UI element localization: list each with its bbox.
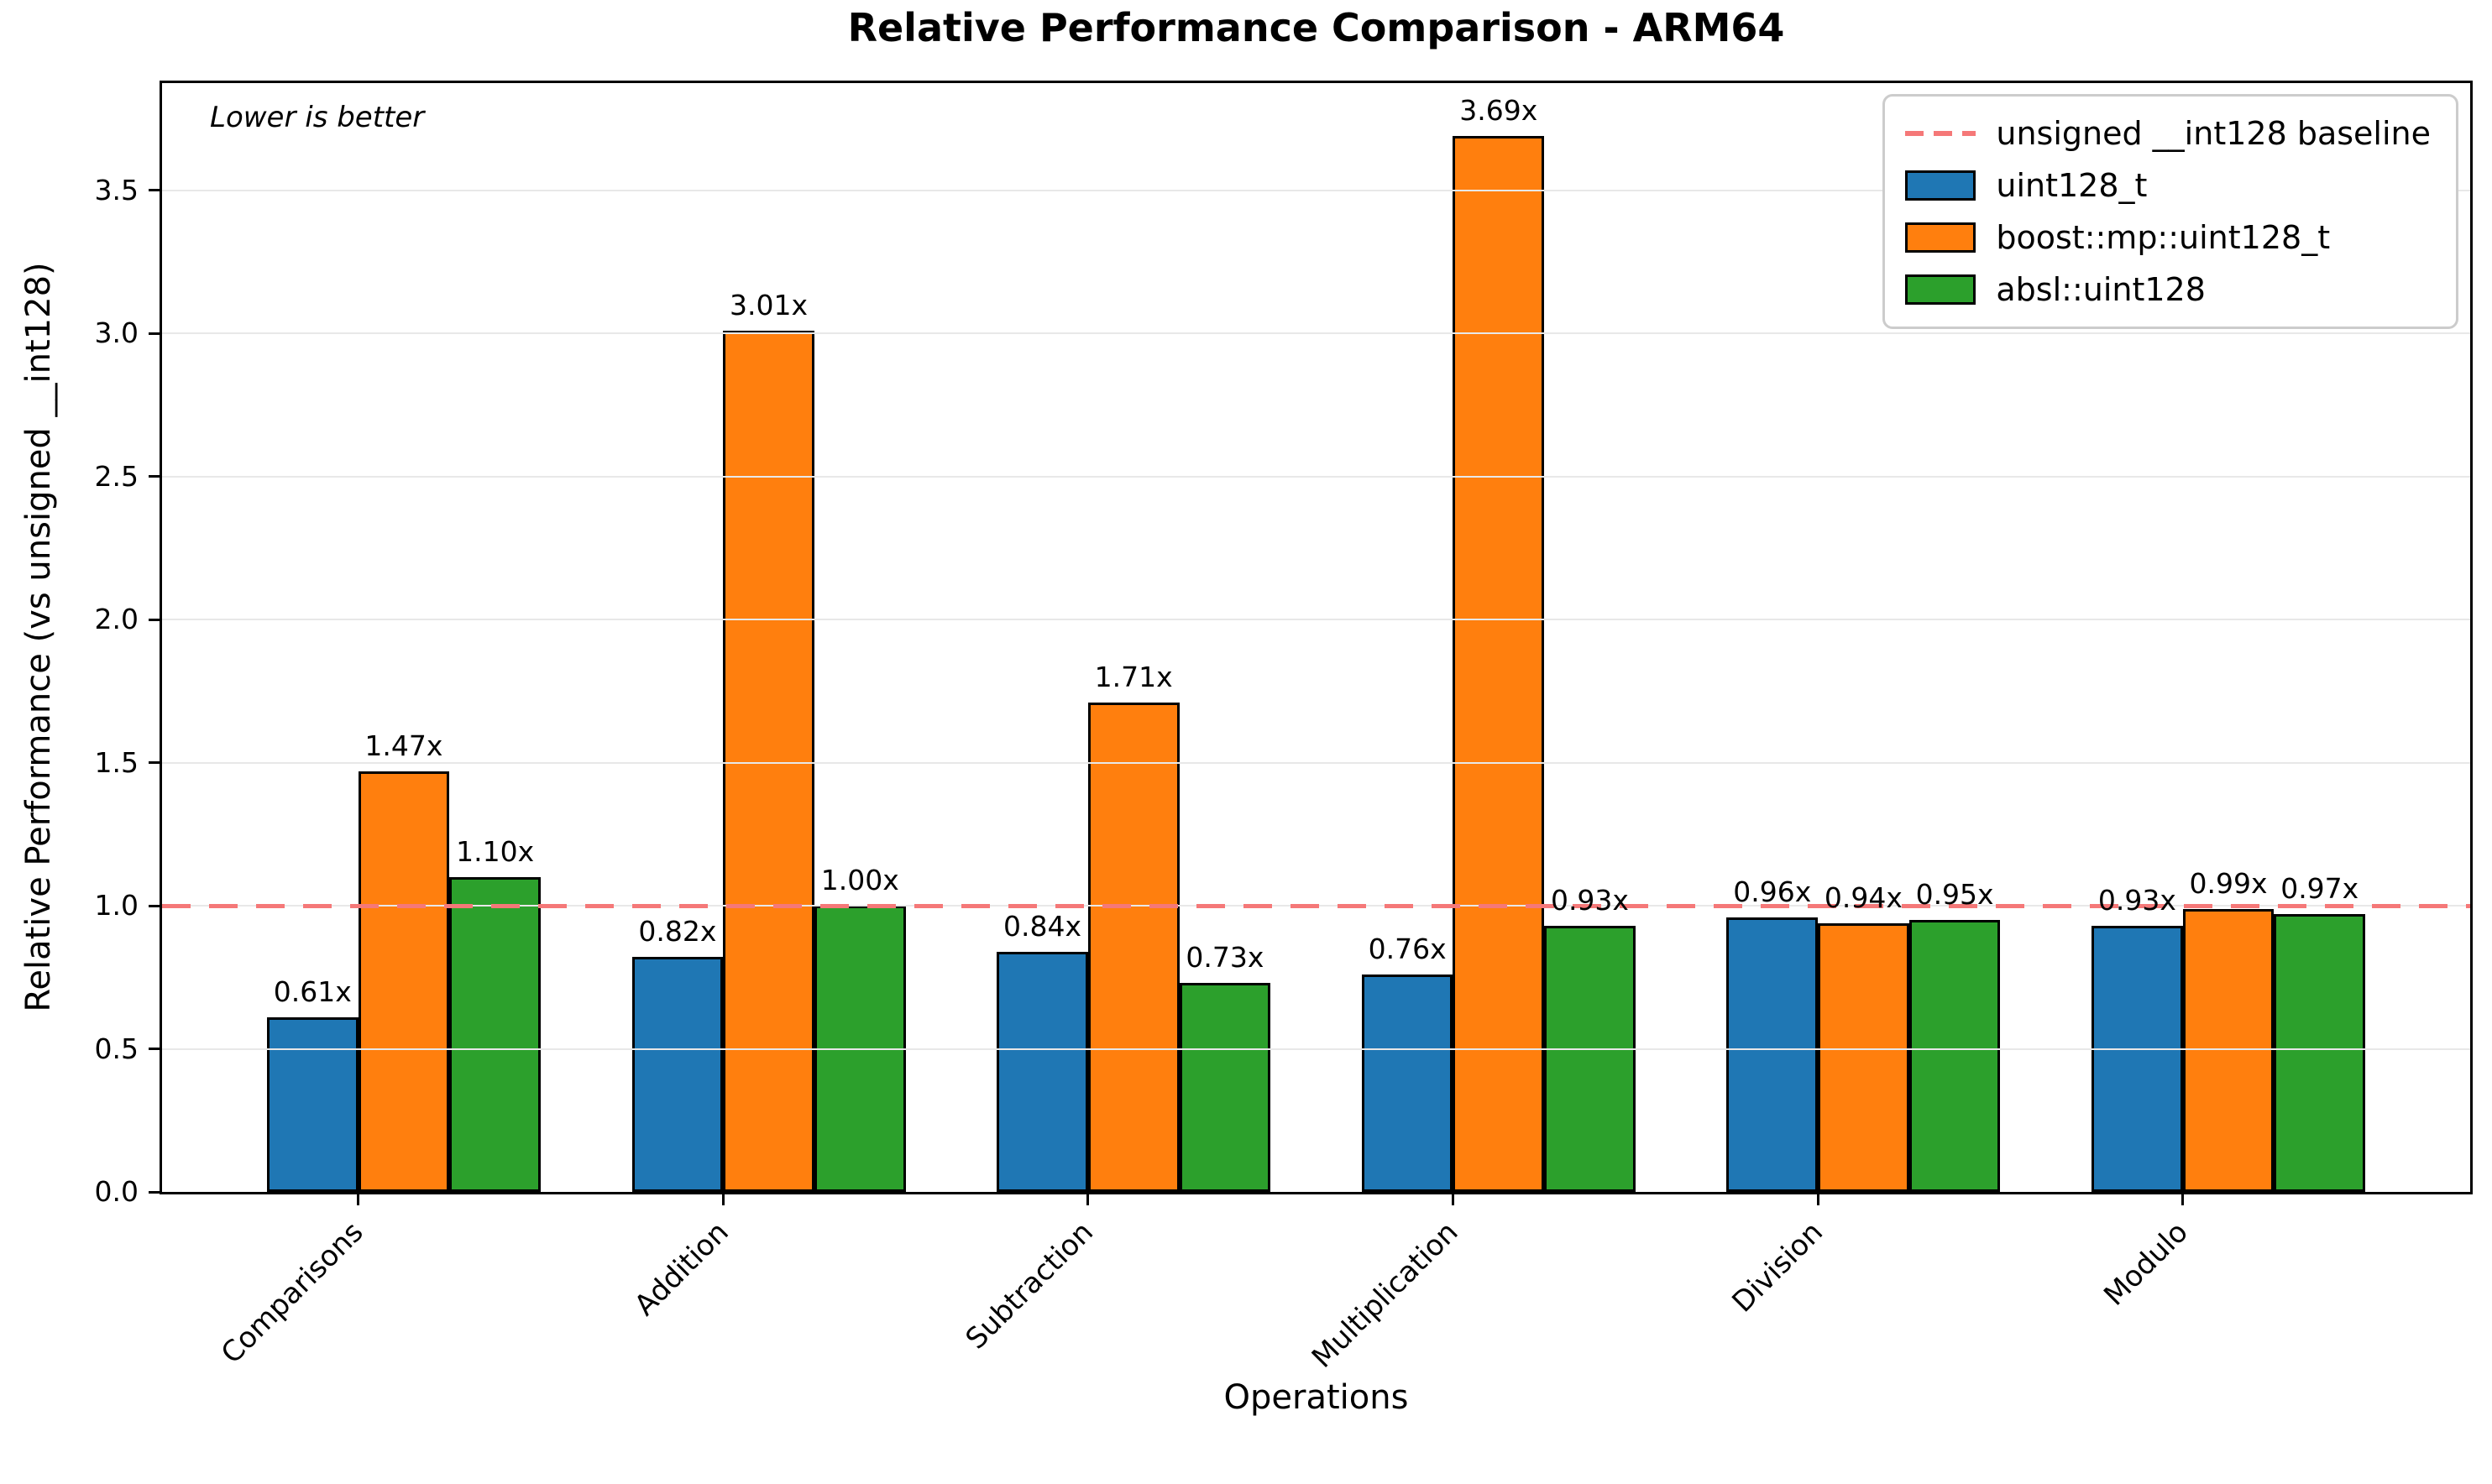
bar-uint128_t-Multiplication xyxy=(1361,974,1453,1192)
bar-boost::mp::uint128_t-Subtraction xyxy=(1087,703,1180,1192)
bar-value-label: 0.93x xyxy=(2097,883,2176,917)
x-tick-label-Multiplication: Multiplication xyxy=(1306,1215,1465,1375)
legend-item: boost::mp::uint128_t xyxy=(1905,216,2431,259)
y-tick-label: 1.5 xyxy=(94,745,139,779)
legend-series-label: boost::mp::uint128_t xyxy=(1996,219,2331,256)
chart-title: Relative Performance Comparison - ARM64 xyxy=(847,5,1785,50)
bar-absl::uint128-Subtraction xyxy=(1179,983,1271,1192)
y-tick-mark xyxy=(149,761,162,765)
gridline xyxy=(162,619,2470,621)
bar-absl::uint128-Modulo xyxy=(2274,914,2366,1192)
bar-value-label: 3.69x xyxy=(1459,94,1538,128)
legend-series-label: absl::uint128 xyxy=(1996,271,2206,308)
bar-value-label: 0.96x xyxy=(1733,875,1812,908)
annotation-lower-is-better: Lower is better xyxy=(210,101,425,134)
legend-color-swatch xyxy=(1905,222,1976,253)
bar-value-label: 1.47x xyxy=(364,729,443,762)
y-tick-mark xyxy=(149,618,162,621)
bar-uint128_t-Modulo xyxy=(2092,925,2183,1192)
bar-absl::uint128-Division xyxy=(1908,920,2001,1192)
baseline-dashed-line xyxy=(162,903,2470,908)
bar-value-label: 0.73x xyxy=(1186,941,1264,975)
x-tick-label-Comparisons: Comparisons xyxy=(215,1215,370,1371)
bar-uint128_t-Addition xyxy=(631,957,724,1192)
legend-item: absl::uint128 xyxy=(1905,268,2431,311)
bar-absl::uint128-Comparisons xyxy=(449,877,541,1192)
bar-boost::mp::uint128_t-Comparisons xyxy=(358,771,450,1192)
y-tick-mark xyxy=(149,1048,162,1051)
y-tick-mark xyxy=(149,189,162,192)
gridline xyxy=(162,761,2470,764)
x-tick-mark xyxy=(1086,1192,1090,1205)
bar-value-label: 0.84x xyxy=(1003,909,1082,943)
legend-item: unsigned __int128 baseline xyxy=(1905,112,2431,155)
bar-boost::mp::uint128_t-Division xyxy=(1818,922,1909,1192)
y-tick-label: 3.5 xyxy=(94,173,139,206)
y-tick-label: 1.0 xyxy=(94,889,139,922)
bar-value-label: 0.61x xyxy=(273,975,352,1009)
bar-value-label: 0.82x xyxy=(638,915,717,948)
bar-boost::mp::uint128_t-Multiplication xyxy=(1453,136,1545,1192)
legend-series-label: uint128_t xyxy=(1996,167,2148,204)
y-tick-label: 2.5 xyxy=(94,459,139,493)
bar-uint128_t-Comparisons xyxy=(266,1017,359,1192)
gridline xyxy=(162,1048,2470,1050)
y-tick-label: 2.0 xyxy=(94,603,139,636)
y-tick-mark xyxy=(149,904,162,907)
legend-dash-sample xyxy=(1905,131,1976,136)
bar-value-label: 1.00x xyxy=(820,864,899,897)
y-tick-label: 3.0 xyxy=(94,316,139,350)
x-tick-mark xyxy=(721,1192,725,1205)
bar-boost::mp::uint128_t-Modulo xyxy=(2182,908,2275,1192)
x-tick-mark xyxy=(2181,1192,2185,1205)
x-tick-label-Addition: Addition xyxy=(627,1215,736,1323)
y-tick-label: 0.0 xyxy=(94,1175,139,1208)
legend-baseline-label: unsigned __int128 baseline xyxy=(1996,115,2431,152)
bar-value-label: 0.99x xyxy=(2189,866,2268,900)
bar-value-label: 1.71x xyxy=(1094,661,1173,694)
y-tick-mark xyxy=(149,475,162,478)
x-tick-mark xyxy=(357,1192,360,1205)
bar-value-label: 0.95x xyxy=(1915,878,1994,912)
gridline xyxy=(162,475,2470,478)
bar-uint128_t-Subtraction xyxy=(997,951,1088,1192)
bar-value-label: 0.76x xyxy=(1368,932,1447,965)
bar-uint128_t-Division xyxy=(1726,917,1819,1192)
bar-value-label: 0.93x xyxy=(1550,883,1629,917)
x-tick-mark xyxy=(1451,1192,1454,1205)
bar-value-label: 0.97x xyxy=(2280,872,2359,906)
legend-color-swatch xyxy=(1905,170,1976,201)
legend-item: uint128_t xyxy=(1905,164,2431,207)
x-tick-label-Modulo: Modulo xyxy=(2097,1215,2196,1313)
bar-value-label: 1.10x xyxy=(456,835,535,868)
bar-value-label: 3.01x xyxy=(730,288,809,321)
y-tick-mark xyxy=(149,332,162,335)
x-tick-label-Subtraction: Subtraction xyxy=(959,1215,1101,1356)
x-tick-mark xyxy=(1816,1192,1819,1205)
gridline xyxy=(162,332,2470,335)
x-axis-title: Operations xyxy=(1223,1378,1409,1417)
y-tick-label: 0.5 xyxy=(94,1032,139,1065)
bar-value-label: 0.94x xyxy=(1824,880,1903,914)
y-tick-mark xyxy=(149,1190,162,1194)
bar-absl::uint128-Multiplication xyxy=(1544,925,1636,1192)
legend-color-swatch xyxy=(1905,274,1976,305)
gridline xyxy=(162,189,2470,191)
x-tick-label-Division: Division xyxy=(1725,1215,1830,1319)
